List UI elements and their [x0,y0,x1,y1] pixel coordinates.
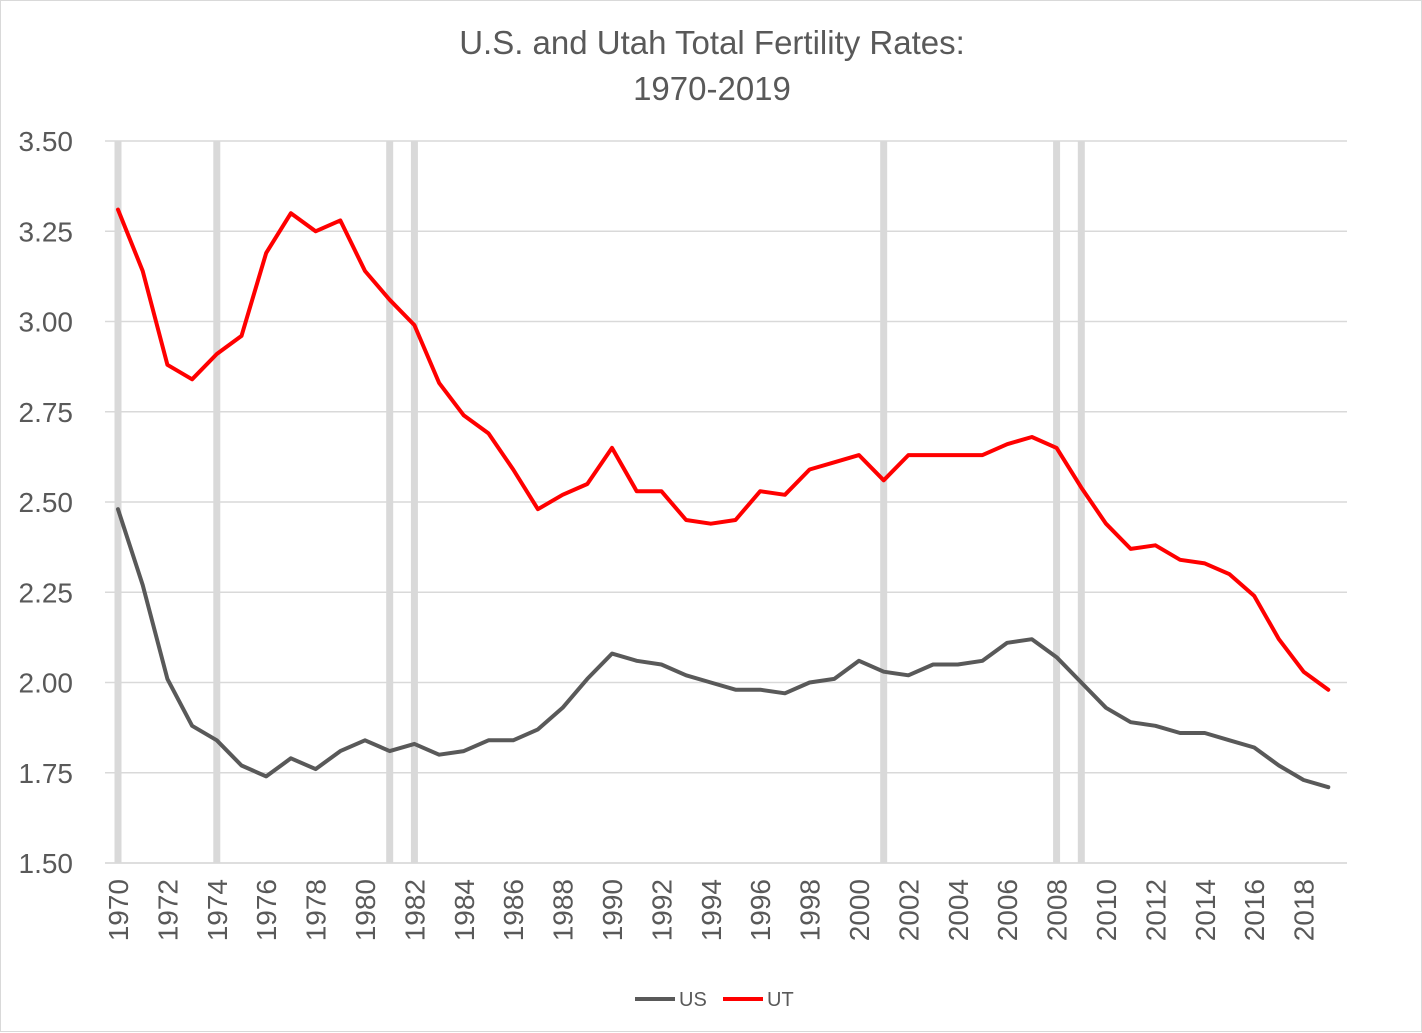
x-tick-label: 1982 [399,879,430,941]
x-tick-label: 1976 [251,879,282,941]
recession-bar [410,141,418,863]
x-tick-label: 1994 [696,879,727,941]
y-tick-label: 1.75 [19,758,74,789]
y-tick-label: 2.00 [19,668,74,699]
legend-label-us: US [679,989,707,1011]
recession-bar [880,141,888,863]
x-tick-label: 2000 [844,879,875,941]
x-tick-label: 1990 [597,879,628,941]
x-tick-label: 1972 [152,879,183,941]
x-tick-label: 1974 [202,879,233,941]
x-tick-label: 1992 [646,879,677,941]
recession-bar [386,141,394,863]
recession-bar [114,141,122,863]
y-tick-label: 3.25 [19,216,74,247]
recession-bar [1053,141,1061,863]
x-tick-label: 1970 [103,879,134,941]
y-tick-label: 2.50 [19,487,74,518]
x-tick-label: 2014 [1190,879,1221,941]
x-tick-label: 1988 [548,879,579,941]
x-tick-label: 2004 [943,879,974,941]
x-tick-label: 2006 [992,879,1023,941]
x-tick-label: 2010 [1091,879,1122,941]
x-tick-label: 2012 [1140,879,1171,941]
recession-bar [213,141,221,863]
recession-bar [1077,141,1085,863]
x-tick-label: 2008 [1042,879,1073,941]
y-tick-label: 3.50 [19,126,74,157]
chart-subtitle: 1970-2019 [633,70,791,107]
x-tick-label: 1996 [745,879,776,941]
y-tick-label: 2.25 [19,577,74,608]
series-line-us [116,507,1331,790]
x-tick-label: 2002 [893,879,924,941]
x-tick-label: 1986 [498,879,529,941]
x-tick-label: 2018 [1289,879,1320,941]
series-line-ut [116,207,1331,692]
y-tick-label: 2.75 [19,397,74,428]
x-tick-label: 1984 [449,879,480,941]
x-tick-label: 2016 [1239,879,1270,941]
x-tick-label: 1998 [795,879,826,941]
y-tick-label: 1.50 [19,848,74,879]
legend-label-ut: UT [767,989,794,1011]
chart-title: U.S. and Utah Total Fertility Rates: [459,24,965,61]
x-tick-label: 1980 [350,879,381,941]
x-tick-label: 1978 [301,879,332,941]
y-tick-label: 3.00 [19,307,74,338]
